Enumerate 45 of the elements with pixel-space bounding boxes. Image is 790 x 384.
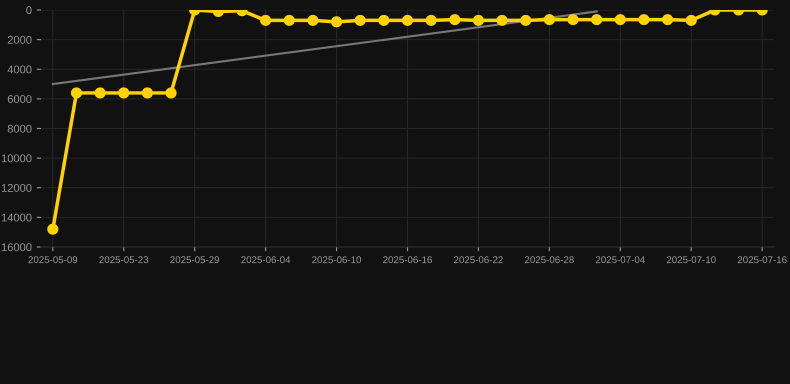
point (260, 14, 272, 26)
point (331, 16, 342, 28)
point (70, 87, 82, 99)
point (118, 87, 130, 99)
x-tick-label: 2025-05-23 (99, 256, 148, 264)
point (47, 224, 58, 235)
y-tick-label: 14000 (2, 214, 32, 222)
x-tick-label: 2025-06-22 (454, 256, 503, 264)
point (284, 14, 295, 26)
y-tick-label: 12000 (2, 184, 32, 192)
point (496, 14, 508, 26)
x-tick-label: 2025-06-16 (383, 256, 432, 264)
y-tick-label: 10000 (2, 154, 32, 162)
point (165, 87, 177, 99)
point (520, 14, 532, 26)
point (567, 14, 579, 26)
y-tick-label: 0 (26, 6, 32, 14)
point (307, 14, 318, 26)
point (591, 14, 602, 26)
x-tick-label: 2025-05-09 (28, 256, 78, 264)
x-tick-label: 2025-07-04 (596, 256, 645, 264)
x-tick-label: 2025-06-10 (312, 256, 362, 264)
x-tick-label: 2025-07-16 (738, 256, 787, 264)
point (354, 14, 366, 26)
x-tick-label: 2025-07-10 (666, 256, 716, 264)
y-tick-label: 2000 (8, 36, 32, 44)
x-tick-label: 2025-05-29 (170, 256, 220, 264)
point (638, 14, 650, 26)
y-tick-label: 4000 (8, 66, 32, 74)
point (614, 14, 626, 26)
y-tick-label: 8000 (8, 124, 32, 133)
x-tick-label: 2025-06-28 (524, 256, 574, 264)
point (686, 14, 697, 26)
point (402, 14, 414, 26)
point (662, 14, 674, 26)
point (94, 87, 106, 99)
y-tick-label: 16000 (2, 243, 32, 252)
point (472, 14, 484, 26)
y-tick-label: 6000 (8, 95, 32, 104)
point (449, 14, 460, 26)
point (142, 87, 153, 99)
point (378, 14, 390, 26)
point (426, 14, 437, 26)
x-tick-label: 2025-06-04 (241, 256, 290, 264)
point (544, 14, 555, 26)
